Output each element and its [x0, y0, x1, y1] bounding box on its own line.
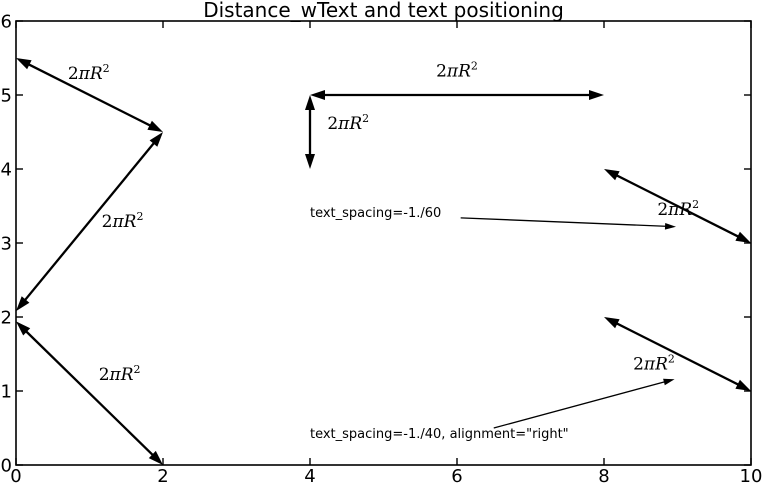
arrowhead-icon [310, 90, 325, 100]
measure-arrow-shaft [25, 61, 154, 129]
arrowhead-icon [148, 450, 163, 465]
arrowhead-icon [305, 154, 315, 169]
y-tick-label: 1 [1, 382, 12, 403]
annotation-arrowhead-icon [663, 378, 675, 386]
arrowhead-icon [147, 120, 163, 132]
arrow-math-label: 2πR2 [102, 210, 144, 232]
x-tick-label: 10 [740, 466, 763, 485]
annotation-arrow-shaft [460, 217, 669, 228]
x-tick-label: 2 [157, 466, 168, 485]
y-tick-label: 0 [1, 456, 12, 477]
arrowhead-icon [16, 321, 31, 336]
arrow-math-label: 2πR2 [99, 363, 141, 385]
chart-title: Distance_wText and text positioning [203, 0, 564, 22]
x-tick-label: 0 [10, 466, 21, 485]
annotation-text-spacing-60: text_spacing=-1./60 [310, 206, 442, 222]
measure-arrow-shaft [22, 139, 157, 304]
arrowhead-icon [735, 231, 751, 243]
y-tick-label: 6 [1, 12, 12, 33]
arrowhead-icon [589, 90, 604, 100]
arrowhead-icon [16, 58, 32, 70]
annotation-arrowhead-icon [664, 223, 676, 230]
x-tick-label: 6 [451, 466, 462, 485]
y-tick-label: 3 [1, 234, 12, 255]
arrowhead-icon [149, 132, 163, 147]
arrowhead-icon [604, 317, 620, 329]
arrowhead-icon [604, 169, 620, 181]
arrow-math-label: 2πR2 [657, 198, 699, 220]
x-tick-label: 4 [304, 466, 315, 485]
measure-arrow-shaft [613, 320, 742, 388]
measure-arrow-shaft [23, 328, 156, 459]
arrow-math-label: 2πR2 [436, 60, 478, 82]
y-tick-label: 2 [1, 308, 12, 329]
arrowhead-icon [16, 296, 30, 312]
arrowhead-icon [735, 379, 751, 391]
y-tick-label: 4 [1, 160, 12, 181]
arrow-math-label: 2πR2 [633, 353, 675, 375]
arrow-math-label: 2πR2 [68, 62, 110, 84]
axes-frame [15, 20, 752, 466]
y-tick-label: 5 [1, 86, 12, 107]
arrowhead-icon [305, 95, 315, 110]
annotation-arrow-shaft [493, 380, 668, 429]
x-tick-label: 8 [598, 466, 609, 485]
measure-arrow-shaft [613, 172, 742, 240]
arrow-math-label: 2πR2 [327, 112, 369, 134]
annotation-text-spacing-40-right: text_spacing=-1./40, alignment="right" [310, 427, 569, 443]
